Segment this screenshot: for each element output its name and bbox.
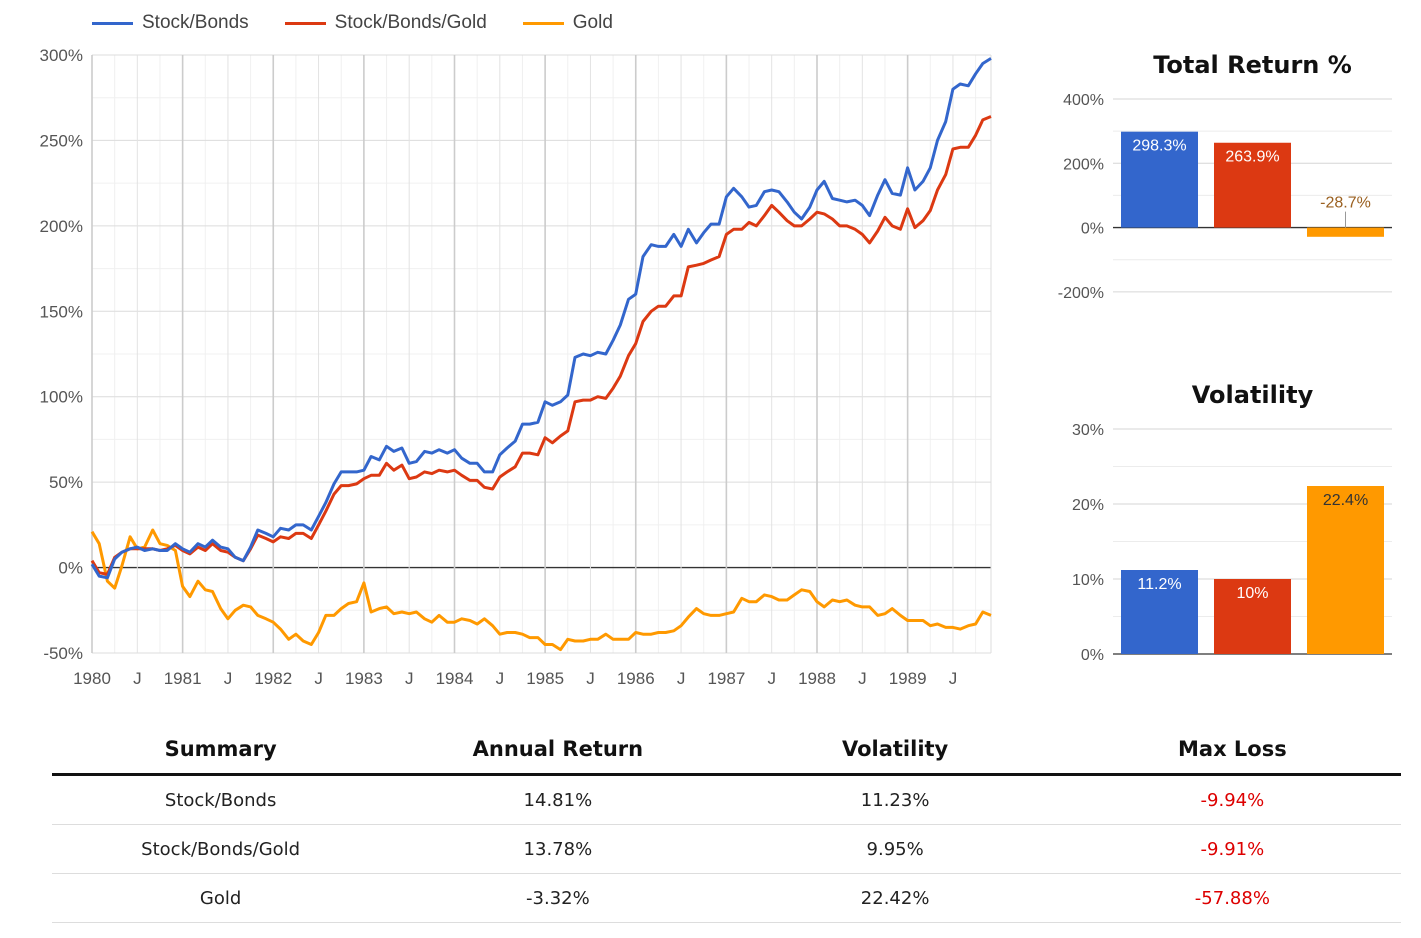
legend-item-gold[interactable]: Gold <box>522 12 613 34</box>
legend-swatch-stock-bonds <box>92 21 133 25</box>
x-tick-label: J <box>314 669 323 688</box>
legend-swatch-stock-bonds-gold <box>284 21 326 25</box>
y-tick-label: 0% <box>58 559 83 578</box>
table-row: Stock/Bonds 14.81% 11.23% -9.94% <box>52 774 1401 825</box>
row-volatility: 9.95% <box>726 824 1064 874</box>
y-tick-label: -50% <box>43 644 83 663</box>
y-tick-label: 0% <box>1081 647 1104 664</box>
table-row: Gold -3.32% 22.42% -57.88% <box>52 873 1401 923</box>
series-line-stock-bonds-gold <box>90 115 992 576</box>
x-tick-label: 1980 <box>73 669 111 688</box>
summary-header-row: Summary Annual Return Volatility Max Los… <box>52 725 1401 776</box>
data-label: 22.4% <box>1323 492 1368 509</box>
y-tick-label: 250% <box>40 131 83 150</box>
table-row: Stock/Bonds/Gold 13.78% 9.95% -9.91% <box>52 824 1401 874</box>
x-tick-label: J <box>767 669 776 688</box>
data-label: 298.3% <box>1132 138 1186 155</box>
y-tick-label: 200% <box>40 217 83 236</box>
bar-gold <box>1307 227 1384 237</box>
data-label: 10% <box>1236 585 1268 602</box>
x-tick-label: J <box>405 669 414 688</box>
row-max-loss: -9.91% <box>1063 824 1401 874</box>
bar-gold <box>1307 486 1384 654</box>
row-name: Gold <box>52 873 390 923</box>
y-tick-label: 150% <box>40 302 83 321</box>
legend-label-stock-bonds: Stock/Bonds <box>142 12 249 33</box>
legend-swatch-gold <box>522 21 564 25</box>
x-tick-label: 1986 <box>617 669 655 688</box>
x-tick-label: 1989 <box>889 669 927 688</box>
y-tick-label: 100% <box>40 388 83 407</box>
x-tick-label: J <box>586 669 595 688</box>
x-tick-label: J <box>133 669 142 688</box>
y-tick-label: 30% <box>1072 422 1104 439</box>
row-volatility: 22.42% <box>726 873 1064 923</box>
legend-label-gold: Gold <box>572 12 613 33</box>
legend-item-stock-bonds[interactable]: Stock/Bonds <box>92 12 249 34</box>
series-line-stock-bonds <box>90 57 992 580</box>
x-tick-label: 1981 <box>164 669 202 688</box>
y-tick-label: 10% <box>1072 572 1104 589</box>
volatility-bar-chart: Volatility 30% 20% 10% 0% 11.2% 10% 22.4% <box>1072 381 1392 664</box>
x-tick-label: 1988 <box>798 669 836 688</box>
header-summary: Summary <box>52 725 390 776</box>
bar-stock-bonds <box>1121 131 1198 228</box>
row-max-loss: -9.94% <box>1063 774 1401 825</box>
header-volatility: Volatility <box>726 725 1064 776</box>
row-annual-return: 14.81% <box>389 774 727 825</box>
data-label: 263.9% <box>1225 149 1279 166</box>
y-tick-label: -200% <box>1058 285 1104 302</box>
y-tick-label: 300% <box>40 46 83 65</box>
x-tick-label: 1982 <box>254 669 292 688</box>
data-label: -28.7% <box>1320 195 1371 212</box>
chart-legend: Stock/Bonds Stock/Bonds/Gold Gold <box>92 9 649 37</box>
row-annual-return: -3.32% <box>389 873 727 923</box>
cumulative-return-line-chart: 300% 250% 200% 150% 100% 50% 0% -50% 1980 J 1981 J 1… <box>40 46 992 688</box>
row-name: Stock/Bonds <box>52 774 390 825</box>
y-tick-label: 200% <box>1063 156 1104 173</box>
x-tick-label: J <box>677 669 686 688</box>
x-tick-label: J <box>858 669 867 688</box>
bar-stock-bonds <box>1121 570 1198 654</box>
y-tick-label: 400% <box>1063 92 1104 109</box>
header-max-loss: Max Loss <box>1063 725 1401 776</box>
row-annual-return: 13.78% <box>389 824 727 874</box>
y-tick-label: 50% <box>49 473 83 492</box>
legend-item-stock-bonds-gold[interactable]: Stock/Bonds/Gold <box>284 12 487 34</box>
row-volatility: 11.23% <box>726 774 1064 825</box>
data-label: 11.2% <box>1137 576 1181 593</box>
x-tick-label: 1987 <box>707 669 745 688</box>
row-max-loss: -57.88% <box>1063 873 1401 923</box>
summary-table: Summary Annual Return Volatility Max Los… <box>52 725 1401 923</box>
legend-label-stock-bonds-gold: Stock/Bonds/Gold <box>334 12 487 33</box>
x-tick-label: 1983 <box>345 669 383 688</box>
y-tick-label: 0% <box>1081 221 1104 238</box>
x-tick-label: J <box>496 669 505 688</box>
x-tick-label: 1984 <box>436 669 474 688</box>
total-return-bar-chart: Total Return % 400% 200% 0% -200% 298.3% 263.9… <box>1058 51 1392 302</box>
bar-stock-bonds-gold <box>1214 142 1291 228</box>
total-return-chart-title: Total Return % <box>1153 51 1352 79</box>
series-line-gold <box>90 528 992 652</box>
header-annual-return: Annual Return <box>389 725 727 776</box>
bar-stock-bonds-gold <box>1214 579 1291 654</box>
y-tick-label: 20% <box>1072 497 1104 514</box>
x-tick-label: 1985 <box>526 669 564 688</box>
volatility-chart-title: Volatility <box>1192 381 1314 409</box>
row-name: Stock/Bonds/Gold <box>52 824 390 874</box>
x-tick-label: J <box>224 669 233 688</box>
x-tick-label: J <box>949 669 958 688</box>
